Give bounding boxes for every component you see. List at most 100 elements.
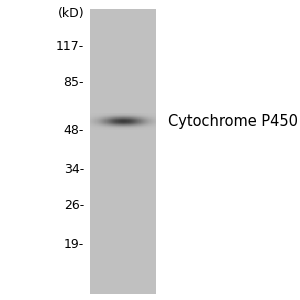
Bar <box>113 114 115 115</box>
Bar <box>124 121 125 122</box>
Bar <box>136 117 138 118</box>
Bar <box>97 120 98 121</box>
Bar <box>118 117 119 118</box>
Bar <box>103 123 105 124</box>
Bar <box>141 118 142 119</box>
Bar <box>98 124 99 125</box>
Bar <box>92 129 94 130</box>
Bar <box>110 117 111 118</box>
Bar <box>142 119 143 120</box>
Bar <box>153 126 154 127</box>
Bar <box>112 114 113 115</box>
Bar <box>145 122 146 123</box>
Bar <box>102 129 104 130</box>
Bar <box>111 125 112 126</box>
Bar <box>130 115 131 116</box>
Bar <box>133 114 134 115</box>
Bar <box>118 128 120 129</box>
Bar <box>121 129 122 130</box>
Bar <box>93 128 95 129</box>
Bar <box>112 129 113 130</box>
Bar <box>110 118 111 119</box>
Bar <box>111 129 112 130</box>
Bar <box>112 129 113 130</box>
Bar <box>133 122 134 123</box>
Bar <box>94 118 96 119</box>
Bar <box>141 126 142 127</box>
Bar <box>109 120 110 121</box>
Bar <box>152 118 153 119</box>
Bar <box>126 117 128 118</box>
Bar <box>116 127 118 128</box>
Bar <box>115 121 117 122</box>
Bar <box>99 122 100 123</box>
Bar <box>111 118 112 119</box>
Bar <box>90 118 92 119</box>
Bar <box>125 119 127 120</box>
Bar <box>123 116 124 117</box>
Bar <box>132 122 133 123</box>
Bar <box>94 129 96 130</box>
Bar <box>108 126 109 127</box>
Bar <box>108 123 109 124</box>
Bar <box>91 122 92 123</box>
Bar <box>113 116 115 117</box>
Bar <box>113 113 115 114</box>
Bar <box>92 113 94 114</box>
Bar <box>102 124 104 125</box>
Bar <box>155 118 156 119</box>
Bar <box>118 125 119 126</box>
Bar <box>128 115 130 116</box>
Bar <box>112 123 113 124</box>
Bar <box>144 126 145 127</box>
Bar <box>99 119 100 120</box>
Bar <box>132 117 133 118</box>
Bar <box>94 126 96 127</box>
Bar <box>95 126 97 127</box>
Bar <box>102 118 104 119</box>
Bar <box>147 121 148 122</box>
Bar <box>141 117 142 118</box>
Bar <box>113 129 115 130</box>
Bar <box>105 127 107 128</box>
Bar <box>114 113 116 114</box>
Bar <box>120 115 121 116</box>
Bar <box>90 114 92 115</box>
Bar <box>138 117 140 118</box>
Bar <box>104 126 106 127</box>
Bar <box>101 115 102 116</box>
Bar <box>104 114 106 115</box>
Bar <box>153 119 154 120</box>
Bar <box>142 113 143 114</box>
Bar <box>95 119 97 120</box>
Bar <box>134 126 135 127</box>
Bar <box>118 124 120 125</box>
Bar <box>148 114 150 115</box>
Bar <box>113 125 115 126</box>
Bar <box>111 118 112 119</box>
Bar <box>151 115 152 116</box>
Bar <box>136 122 138 123</box>
Bar <box>141 118 142 119</box>
Bar <box>144 118 145 119</box>
Bar <box>128 118 130 119</box>
Bar <box>98 121 99 122</box>
Bar <box>140 127 141 128</box>
Bar <box>141 120 142 121</box>
Bar <box>136 114 138 115</box>
Bar <box>140 125 141 126</box>
Bar <box>138 125 140 126</box>
Bar <box>140 122 141 123</box>
Bar <box>145 121 146 122</box>
Bar <box>138 127 140 128</box>
Bar <box>155 114 156 115</box>
Bar <box>99 118 100 119</box>
Bar <box>149 122 151 123</box>
Bar <box>135 117 136 118</box>
Bar <box>99 127 100 128</box>
Bar <box>152 126 153 127</box>
Bar <box>92 117 94 118</box>
Bar <box>97 112 98 113</box>
Bar <box>92 129 94 130</box>
Bar <box>137 118 139 119</box>
